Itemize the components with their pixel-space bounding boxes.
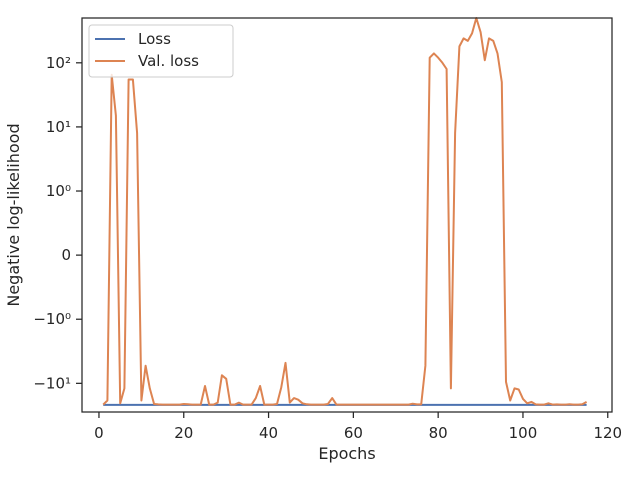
y-tick-label: 0: [61, 246, 71, 264]
x-tick-label: 120: [593, 424, 622, 442]
series-line-val-loss: [102, 17, 588, 406]
legend: Loss Val. loss: [88, 24, 234, 78]
x-axis-label: Epochs: [318, 444, 375, 463]
y-tick-label: −10⁰: [33, 310, 71, 328]
x-tick-label: 60: [344, 424, 363, 442]
x-tick-label: 80: [429, 424, 448, 442]
x-tick-label: 0: [94, 424, 104, 442]
y-axis-label: Negative log-likelihood: [4, 123, 23, 306]
x-axis-ticks: 0 20 40 60 80 100 120: [94, 412, 622, 442]
y-tick-label: −10¹: [33, 374, 71, 392]
y-tick-label: 10²: [46, 54, 71, 72]
y-tick-label: 10⁰: [46, 182, 71, 200]
plot-lines: [102, 17, 588, 406]
y-tick-label: 10¹: [46, 118, 71, 136]
legend-label-loss: Loss: [138, 30, 171, 48]
x-tick-label: 100: [509, 424, 538, 442]
x-tick-label: 20: [174, 424, 193, 442]
y-axis-ticks: −10¹ −10⁰ 0 10⁰ 10¹ 10²: [33, 54, 82, 392]
legend-label-val-loss: Val. loss: [138, 52, 199, 70]
x-tick-label: 40: [259, 424, 278, 442]
plot-frame: [81, 17, 613, 413]
